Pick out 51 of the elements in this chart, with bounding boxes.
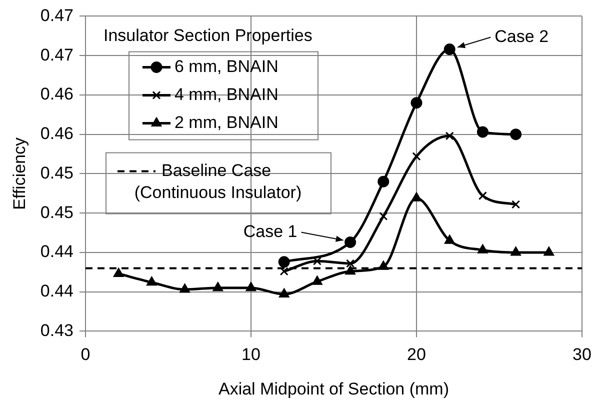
point	[444, 44, 456, 56]
y-tick-label: 0.46	[40, 84, 74, 104]
point	[444, 234, 455, 244]
point	[512, 200, 520, 209]
y-tick-label: 0.44	[40, 242, 74, 262]
point	[544, 246, 554, 256]
point	[378, 176, 390, 188]
point	[476, 126, 488, 138]
point	[114, 268, 124, 277]
legend-label: Baseline Case (Continuous Insulator)	[134, 160, 302, 202]
point	[478, 191, 487, 200]
y-axis-title: Efficiency	[10, 136, 29, 210]
point	[146, 276, 157, 286]
point	[280, 267, 288, 276]
point	[312, 256, 322, 266]
y-tick-label: 0.47	[40, 45, 74, 64]
point	[412, 152, 421, 161]
point	[246, 282, 256, 292]
x-tick-label: 0	[80, 345, 90, 364]
legend-label: 4 mm, BNAIN	[174, 84, 278, 104]
y-tick-label: 0.47	[40, 6, 74, 25]
annotation: Case 1	[243, 222, 298, 241]
legend-label: 2 mm, BNAIN	[174, 112, 278, 132]
point	[344, 236, 356, 248]
point	[478, 244, 488, 254]
point	[445, 132, 454, 140]
point	[312, 276, 322, 285]
point	[510, 246, 521, 256]
point	[346, 259, 355, 268]
point	[212, 282, 223, 292]
annotation: Case 2	[494, 26, 549, 46]
x-tick-label: 30	[572, 345, 592, 364]
point	[410, 97, 422, 109]
y-tick-label: 0.44	[40, 282, 74, 301]
point	[279, 288, 290, 298]
legend-label: 6 mm, BNAIN	[174, 56, 278, 76]
x-tick-label: 20	[407, 345, 426, 364]
point	[510, 128, 522, 140]
y-tick-label: 0.46	[40, 124, 74, 144]
point	[278, 256, 290, 268]
x-axis-title: Axial Midpoint of Section (mm)	[218, 379, 450, 398]
point	[411, 192, 422, 202]
point	[345, 266, 356, 275]
y-tick-label: 0.45	[40, 202, 74, 222]
point	[378, 260, 388, 270]
point	[379, 212, 388, 221]
legend-title: Insulator Section Properties	[103, 26, 312, 45]
y-tick-label: 0.43	[40, 320, 74, 340]
y-tick-label: 0.45	[40, 163, 74, 182]
x-tick-label: 10	[242, 345, 260, 364]
point	[180, 284, 190, 293]
